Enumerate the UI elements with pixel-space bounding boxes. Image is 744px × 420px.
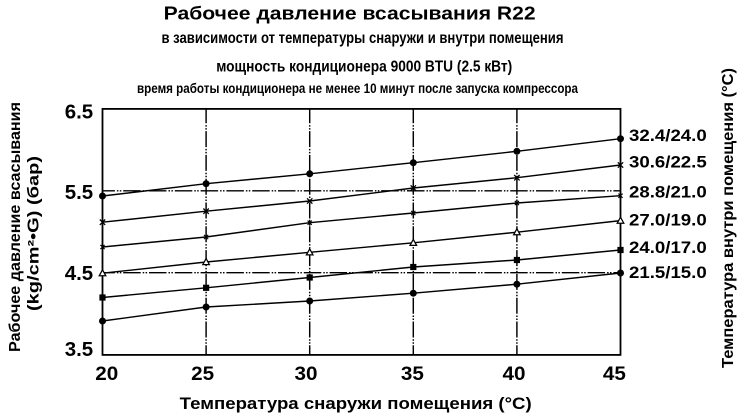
svg-text:28.8/21.0: 28.8/21.0 [629,183,707,202]
svg-text:4.5: 4.5 [65,262,94,285]
svg-text:45: 45 [603,364,626,385]
svg-text:3.5: 3.5 [65,338,94,361]
svg-text:25: 25 [191,364,214,385]
svg-text:Рабочее давление всасывания R2: Рабочее давление всасывания R22 [164,4,536,24]
svg-text:Температура внутри помещения (: Температура внутри помещения (°C) [720,68,737,368]
svg-text:мощность кондиционера 9000 BTU: мощность кондиционера 9000 BTU (2.5 кВт) [216,59,512,76]
svg-text:6.5: 6.5 [65,101,94,124]
svg-text:(kg/cm²•G) (бар): (kg/cm²•G) (бар) [26,156,43,311]
svg-text:24.0/17.0: 24.0/17.0 [629,238,707,257]
svg-text:в зависимости от температуры с: в зависимости от температуры снаружи и в… [162,30,564,47]
svg-text:21.5/15.0: 21.5/15.0 [629,263,707,282]
svg-text:30.6/22.5: 30.6/22.5 [629,153,707,172]
svg-text:Температура снаружи помещения: Температура снаружи помещения (°C) [180,395,532,413]
svg-text:Рабочее давление всасывания: Рабочее давление всасывания [7,102,24,352]
svg-text:32.4/24.0: 32.4/24.0 [629,126,707,145]
svg-text:35: 35 [401,364,424,385]
svg-text:время работы кондиционера не м: время работы кондиционера не менее 10 ми… [137,80,578,96]
svg-text:5.5: 5.5 [65,181,94,204]
svg-text:27.0/19.0: 27.0/19.0 [629,211,707,230]
svg-text:30: 30 [295,364,318,385]
svg-text:20: 20 [95,364,118,385]
svg-text:40: 40 [503,364,526,385]
